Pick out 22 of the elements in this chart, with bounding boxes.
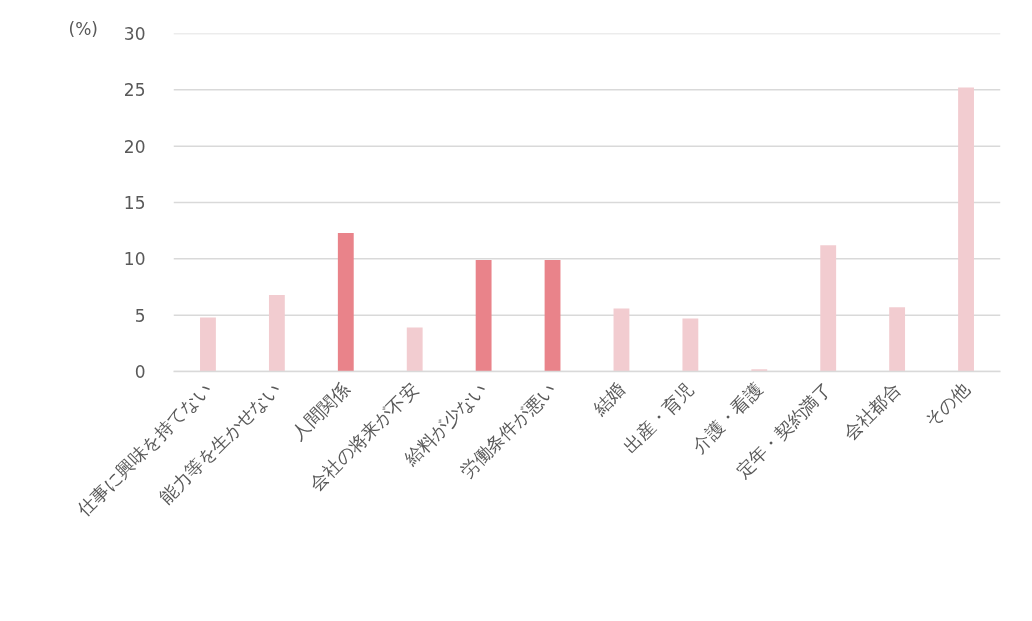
bar [889, 307, 906, 372]
x-tick-label: 結婚 [587, 378, 629, 420]
y-tick-label: 25 [123, 80, 146, 101]
bar [337, 232, 354, 372]
y-tick-label: 0 [134, 362, 146, 382]
bar [613, 308, 630, 372]
y-tick-label: 30 [123, 24, 146, 44]
bar [820, 245, 837, 372]
x-tick-label: 会社都合 [838, 378, 905, 444]
y-axis-title: (%) [68, 18, 98, 39]
y-tick-label: 15 [123, 193, 146, 213]
y-tick-label: 10 [123, 249, 146, 270]
bar [200, 317, 216, 372]
y-tick-label: 5 [134, 305, 146, 326]
x-tick-label: その他 [920, 378, 974, 432]
bar [544, 259, 561, 372]
bar [958, 87, 974, 372]
bar [682, 318, 699, 372]
bar [475, 259, 492, 372]
y-tick-label: 20 [123, 136, 146, 157]
bar [268, 294, 285, 372]
bar [406, 327, 423, 372]
